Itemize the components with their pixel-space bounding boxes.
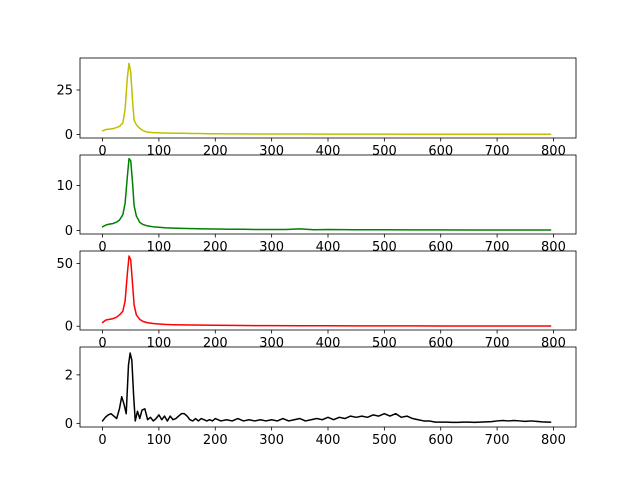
x-tick-label-800: 800 <box>541 336 566 351</box>
y-tick-label-0: 0 <box>65 128 73 143</box>
y-tick-label-10: 10 <box>56 179 73 194</box>
subplot-4: 0 100 200 300 400 500 600 700 800 0 2 <box>65 346 577 448</box>
x-tick-label-200: 200 <box>203 433 228 448</box>
x-tick-label-600: 600 <box>428 144 453 159</box>
y-tick-label-0: 0 <box>65 224 73 239</box>
x-tick-label-400: 400 <box>316 240 341 255</box>
x-tick-label-300: 300 <box>259 336 284 351</box>
x-tick-label-300: 300 <box>259 240 284 255</box>
x-tick-label-200: 200 <box>203 336 228 351</box>
x-tick-label-500: 500 <box>372 144 397 159</box>
x-tick-label-500: 500 <box>372 336 397 351</box>
y-tick-label-0: 0 <box>65 417 73 432</box>
x-tick-label-300: 300 <box>259 433 284 448</box>
x-tick-label-400: 400 <box>316 336 341 351</box>
x-tick-label-100: 100 <box>146 240 171 255</box>
x-tick-label-0: 0 <box>98 336 106 351</box>
x-tick-label-200: 200 <box>203 144 228 159</box>
x-tick-label-700: 700 <box>485 336 510 351</box>
x-tick-label-700: 700 <box>485 144 510 159</box>
y-tick-label-2: 2 <box>65 368 73 383</box>
x-tick-label-600: 600 <box>428 433 453 448</box>
y-tick-label-0: 0 <box>65 320 73 335</box>
series-line-2 <box>101 157 552 231</box>
x-tick-label-500: 500 <box>372 433 397 448</box>
x-tick-label-0: 0 <box>98 240 106 255</box>
series-line-4 <box>101 352 552 424</box>
x-tick-label-500: 500 <box>372 240 397 255</box>
x-tick-label-800: 800 <box>541 144 566 159</box>
x-tick-label-100: 100 <box>146 433 171 448</box>
x-tick-label-0: 0 <box>98 433 106 448</box>
x-tick-label-700: 700 <box>485 240 510 255</box>
x-tick-label-800: 800 <box>541 240 566 255</box>
y-tick-label-25: 25 <box>56 84 73 99</box>
x-tick-label-200: 200 <box>203 240 228 255</box>
x-tick-label-0: 0 <box>98 144 106 159</box>
series-line-3 <box>101 255 552 327</box>
x-tick-label-600: 600 <box>428 336 453 351</box>
series-line-1 <box>101 62 552 136</box>
x-tick-label-400: 400 <box>316 144 341 159</box>
x-tick-label-700: 700 <box>485 433 510 448</box>
x-tick-label-100: 100 <box>146 336 171 351</box>
y-tick-label-50: 50 <box>56 257 73 272</box>
x-tick-label-100: 100 <box>146 144 171 159</box>
x-tick-label-300: 300 <box>259 144 284 159</box>
x-tick-label-600: 600 <box>428 240 453 255</box>
x-tick-label-400: 400 <box>316 433 341 448</box>
x-tick-label-800: 800 <box>541 433 566 448</box>
subplot-1: 0 100 200 300 400 500 600 700 800 0 25 <box>56 57 577 159</box>
